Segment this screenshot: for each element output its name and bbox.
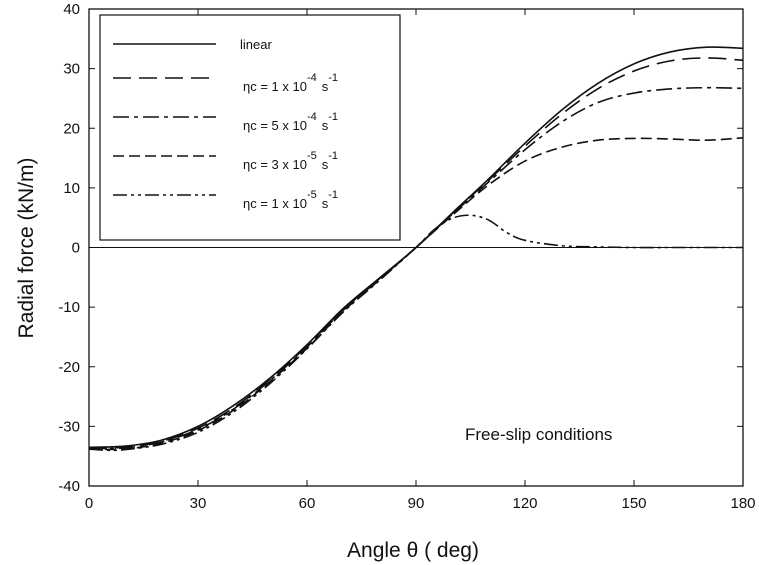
legend-label-main: ηc = 3 x 10 (243, 157, 307, 172)
x-tick-label: 0 (85, 495, 93, 512)
x-tick-label: 90 (408, 495, 425, 512)
legend-label-main: ηc = 1 x 10 (243, 196, 307, 211)
series-layer (88, 46, 744, 452)
legend-label-exponent: -4 (307, 72, 317, 84)
legend-label-unit: s (322, 118, 329, 133)
legend-label-unit: s (322, 196, 329, 211)
legend-label-exponent: -4 (307, 111, 317, 123)
series-line-4 (88, 136, 744, 451)
plot-area: 0 30 60 90 120 150 180 -40 -30 -20 -10 0 10 20 30 40 (58, 1, 755, 512)
legend-label-main: ηc = 5 x 10 (243, 118, 307, 133)
series-line-3 (88, 86, 744, 450)
y-tick-label: -40 (58, 478, 80, 495)
legend-label-linear: linear (240, 37, 272, 52)
annotation-free-slip: Free-slip conditions (465, 425, 612, 444)
legend-label-exponent: -5 (307, 189, 317, 201)
legend-label-unit-exponent: -1 (328, 111, 338, 123)
legend-label-unit: s (322, 79, 329, 94)
y-tick-label: 20 (63, 120, 80, 137)
x-axis-label: Angle θ ( deg) (347, 539, 479, 562)
y-tick-label: 0 (72, 240, 80, 257)
x-tick-label: 30 (190, 495, 207, 512)
legend-label-unit-exponent: -1 (328, 150, 338, 162)
legend-box (99, 14, 401, 241)
y-tick-label: 30 (63, 61, 80, 78)
legend-label-unit: s (322, 157, 329, 172)
legend-label-eta-1: ηc = 1 x 10-4 s-1 (243, 72, 338, 94)
axis-ticks: 0 30 60 90 120 150 180 -40 -30 -20 -10 0 10 20 30 40 (58, 1, 755, 512)
legend-label-eta-3: ηc = 3 x 10-5 s-1 (243, 150, 338, 172)
legend-label-unit-exponent: -1 (328, 72, 338, 84)
y-axis-label: Radial force (kN/m) (15, 158, 38, 339)
y-tick-label: 40 (63, 1, 80, 18)
y-tick-label: -20 (58, 359, 80, 376)
legend-label-eta-2: ηc = 5 x 10-4 s-1 (243, 111, 338, 133)
legend-label-eta-4: ηc = 1 x 10-5 s-1 (243, 189, 338, 211)
y-tick-label: -30 (58, 418, 80, 435)
legend-label-main: ηc = 1 x 10 (243, 79, 307, 94)
legend-label-unit-exponent: -1 (328, 189, 338, 201)
x-tick-label: 150 (621, 495, 646, 512)
x-tick-label: 60 (299, 495, 316, 512)
series-line-5 (88, 214, 743, 452)
y-tick-label: 10 (63, 180, 80, 197)
legend-label-exponent: -5 (307, 150, 317, 162)
x-tick-label: 180 (730, 495, 755, 512)
x-tick-label: 120 (512, 495, 537, 512)
y-tick-label: -10 (58, 299, 80, 316)
